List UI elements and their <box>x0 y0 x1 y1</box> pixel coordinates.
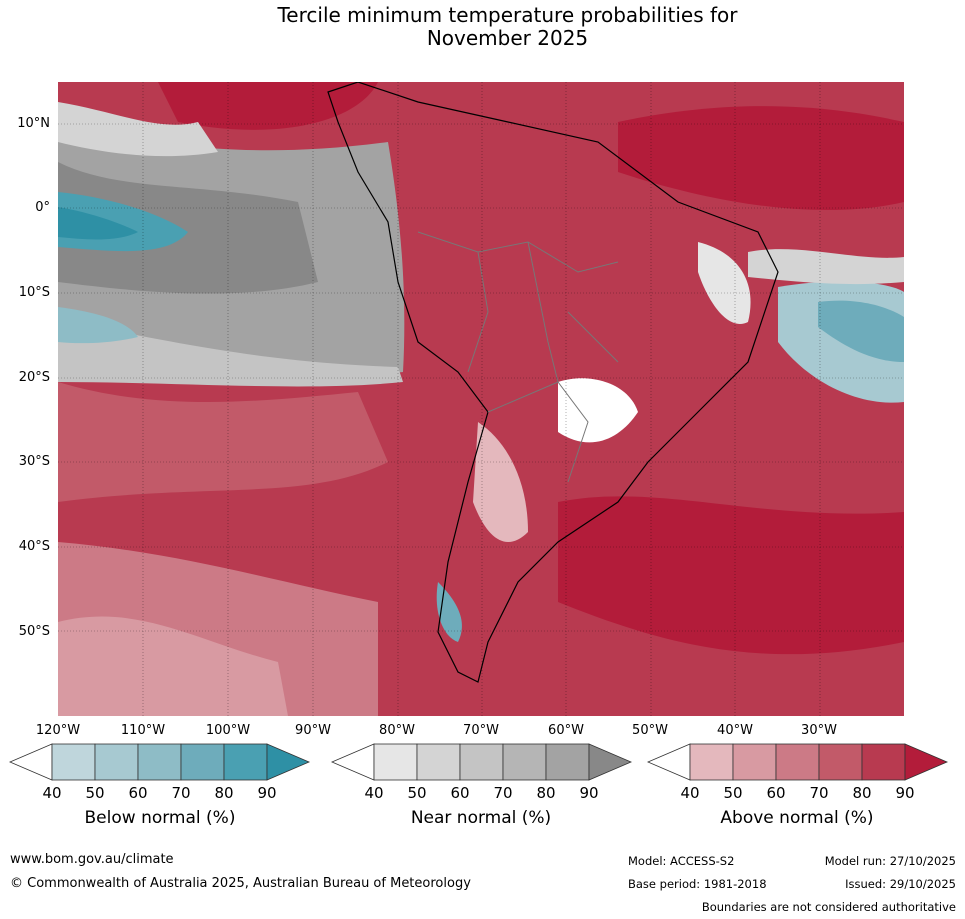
region-below-90-pacific <box>58 207 138 240</box>
title-line-2: November 2025 <box>426 26 589 50</box>
below-swatch-1 <box>51 743 96 781</box>
lon-label-120w: 120°W <box>35 723 81 738</box>
above-tick-90: 90 <box>895 784 915 802</box>
lat-label-20s: 20°S <box>18 370 50 385</box>
colorbar-below <box>8 743 311 781</box>
map-title: Tercile minimum temperature probabilitie… <box>0 4 965 50</box>
region-above-90-north-atlantic <box>618 106 904 211</box>
below-swatch-4 <box>180 743 225 781</box>
model-run-text: Model run: 27/10/2025 <box>824 854 956 868</box>
below-title: Below normal (%) <box>84 808 236 828</box>
above-tick-40: 40 <box>680 784 700 802</box>
lon-label-100w: 100°W <box>205 723 251 738</box>
lat-label-50s: 50°S <box>18 624 50 639</box>
graticule <box>58 82 904 716</box>
above-swatch-5 <box>861 743 906 781</box>
near-tick-60: 60 <box>450 784 470 802</box>
region-above-90-south-atlantic <box>558 496 904 655</box>
region-above-50 <box>58 616 288 716</box>
above-tick-80: 80 <box>852 784 872 802</box>
lon-label-60w: 60°W <box>548 723 584 738</box>
above-title: Above normal (%) <box>720 808 874 828</box>
lon-label-40w: 40°W <box>717 723 753 738</box>
below-swatch-6 <box>266 743 311 781</box>
near-swatch-1 <box>373 743 418 781</box>
map-svg <box>58 82 904 716</box>
near-tick-50: 50 <box>407 784 427 802</box>
region-white-pampas <box>558 378 638 443</box>
below-swatch-2 <box>94 743 139 781</box>
region-near-60 <box>58 102 218 157</box>
continent-outline <box>327 82 779 683</box>
title-line-1: Tercile minimum temperature probabilitie… <box>277 3 738 27</box>
below-swatch-3 <box>137 743 182 781</box>
lat-label-10n: 10°N <box>17 116 50 131</box>
base-period-text: Base period: 1981-2018 <box>628 877 767 891</box>
issued-text: Issued: 29/10/2025 <box>845 877 956 891</box>
near-title: Near normal (%) <box>410 808 552 828</box>
above-tick-70: 70 <box>809 784 829 802</box>
colorbar-above <box>646 743 949 781</box>
country-borders <box>417 231 619 483</box>
region-above-90-pacific-north <box>158 82 378 130</box>
above-swatch-4 <box>818 743 863 781</box>
copyright-text: © Commonwealth of Australia 2025, Austra… <box>10 876 471 891</box>
near-swatch-2 <box>416 743 461 781</box>
near-tick-40: 40 <box>364 784 384 802</box>
lon-label-80w: 80°W <box>379 723 415 738</box>
above-tick-50: 50 <box>723 784 743 802</box>
region-near-60-atlantic <box>748 249 904 285</box>
region-near-brazil-coast <box>698 242 751 324</box>
lon-label-30w: 30°W <box>801 723 837 738</box>
lat-label-0: 0° <box>35 200 50 215</box>
lat-label-30s: 30°S <box>18 454 50 469</box>
near-swatch-5 <box>545 743 590 781</box>
below-tick-40: 40 <box>42 784 62 802</box>
near-tick-90: 90 <box>579 784 599 802</box>
region-below-60-pacific <box>58 307 138 344</box>
above-swatch-1 <box>689 743 734 781</box>
lon-label-70w: 70°W <box>463 723 499 738</box>
region-near-70 <box>58 322 403 387</box>
below-tick-80: 80 <box>214 784 234 802</box>
below-tick-70: 70 <box>171 784 191 802</box>
above-swatch-2 <box>732 743 777 781</box>
region-near-90 <box>58 162 318 294</box>
below-tick-90: 90 <box>257 784 277 802</box>
below-tick-50: 50 <box>85 784 105 802</box>
disclaimer-text: Boundaries are not considered authoritat… <box>701 900 956 914</box>
near-tick-80: 80 <box>536 784 556 802</box>
lat-label-10s: 10°S <box>18 285 50 300</box>
colorbar-near <box>330 743 633 781</box>
below-swatch-0 <box>8 743 53 781</box>
near-swatch-3 <box>459 743 504 781</box>
lon-label-90w: 90°W <box>295 723 331 738</box>
near-swatch-6 <box>588 743 633 781</box>
website-link[interactable]: www.bom.gov.au/climate <box>10 852 174 867</box>
region-below-70-atlantic <box>818 300 904 362</box>
above-tick-60: 60 <box>766 784 786 802</box>
near-swatch-4 <box>502 743 547 781</box>
below-tick-60: 60 <box>128 784 148 802</box>
lat-label-40s: 40°S <box>18 539 50 554</box>
above-swatch-0 <box>646 743 691 781</box>
near-tick-70: 70 <box>493 784 513 802</box>
lon-label-110w: 110°W <box>120 723 166 738</box>
above-swatch-6 <box>904 743 949 781</box>
below-swatch-5 <box>223 743 268 781</box>
region-above-40-patagonia <box>473 422 528 542</box>
model-text: Model: ACCESS-S2 <box>628 854 735 868</box>
lon-label-50w: 50°W <box>632 723 668 738</box>
probability-map <box>58 82 904 716</box>
region-above-70 <box>58 382 388 502</box>
above-swatch-3 <box>775 743 820 781</box>
near-swatch-0 <box>330 743 375 781</box>
